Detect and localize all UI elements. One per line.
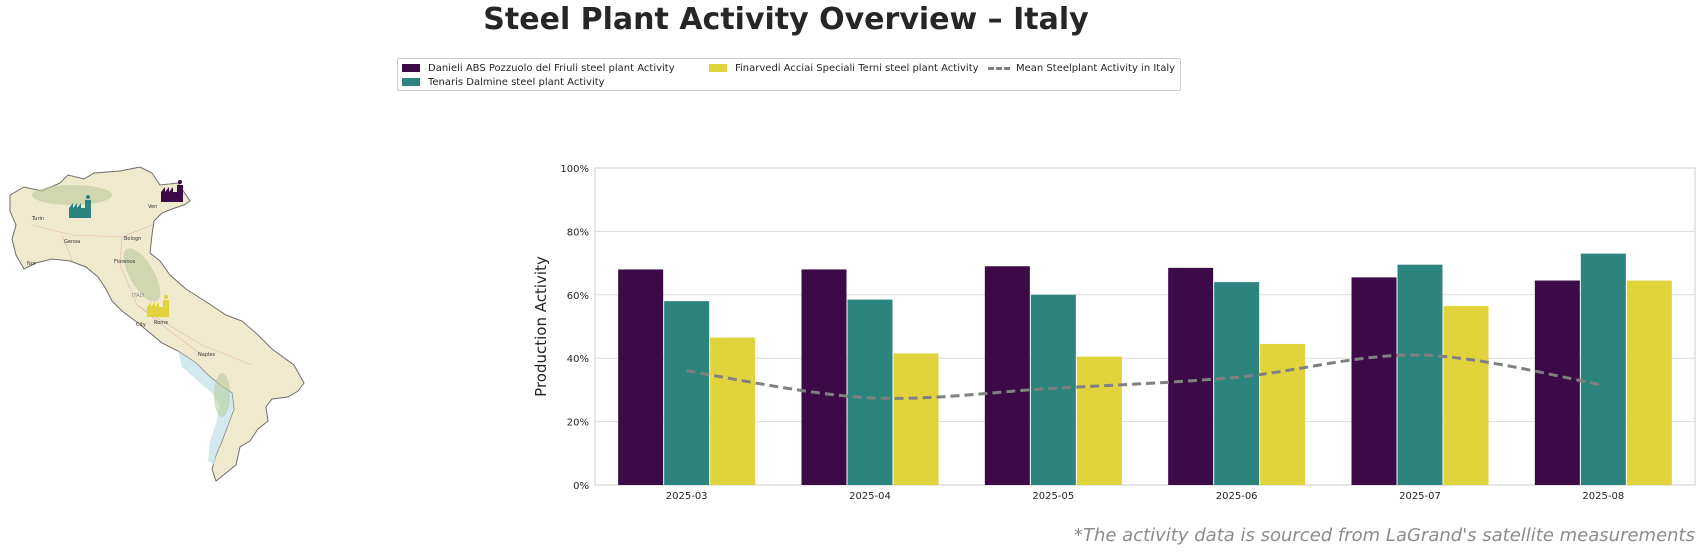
map-roads [31, 224, 253, 366]
legend-label-tenaris: Tenaris Dalmine steel plant Activity [428, 76, 605, 88]
legend-swatch-finarvedi [709, 64, 727, 72]
chart-title: Steel Plant Activity Overview – Italy [483, 2, 1089, 37]
factory-icon-finarvedi-roof [147, 302, 159, 307]
bar-2-2025-06 [1214, 282, 1260, 485]
legend-item-danieli: Danieli ABS Pozzuolo del Friuli steel pl… [402, 61, 675, 75]
factory-icon-finarvedi [147, 295, 169, 317]
factory-icon-finarvedi-smoke [164, 295, 168, 299]
y-tick-label: 100% [560, 164, 589, 175]
factory-icon-tenaris-smoke [86, 195, 90, 199]
map-label-city: City [136, 322, 146, 328]
factory-icon-finarvedi-chimney [163, 300, 169, 317]
bar-3-2025-08 [1626, 280, 1672, 485]
legend-label-mean: Mean Steelplant Activity in Italy [1016, 62, 1176, 74]
bar-2-2025-08 [1580, 253, 1626, 485]
footnote: *The activity data is sourced from LaGra… [1073, 525, 1695, 546]
x-tick-label: 2025-07 [1399, 491, 1441, 502]
chart-svg: Production Activity 0% 20% 40% 60% 80% 100% 20… [532, 164, 1696, 502]
bar-3-2025-04 [893, 353, 939, 485]
bar-3-2025-07 [1443, 305, 1489, 485]
italy-map: Turin Genoa Bologn Florence ITALY Rome C… [2, 165, 312, 485]
bar-1-2025-06 [1168, 267, 1214, 485]
factory-icon-danieli-body [161, 192, 177, 202]
legend-swatch-danieli [402, 64, 420, 72]
factory-icon-danieli [161, 180, 183, 202]
production-activity-chart: Production Activity 0% 20% 40% 60% 80% 100% 20… [530, 160, 1702, 505]
factory-icon-tenaris [69, 195, 91, 218]
plot-frame [594, 167, 1696, 486]
italy-outline [9, 166, 305, 482]
bar-3-2025-03 [710, 337, 756, 485]
y-tick-label: 40% [567, 354, 589, 365]
map-label-italy: ITALY [132, 293, 146, 299]
map-relief-patch [123, 248, 161, 302]
mean-activity-line [686, 353, 1604, 400]
y-tick-label: 0% [573, 481, 589, 492]
bar-1-2025-03 [618, 269, 664, 485]
legend: Danieli ABS Pozzuolo del Friuli steel pl… [397, 58, 1181, 91]
y-tick-label: 20% [567, 418, 589, 429]
factory-icon-danieli-roof [161, 187, 173, 192]
bar-1-2025-05 [984, 266, 1030, 485]
map-road [31, 224, 153, 238]
legend-label-finarvedi: Finarvedi Acciai Speciali Terni steel pl… [735, 62, 979, 74]
factory-icon-tenaris-body [69, 208, 85, 218]
x-tick-label: 2025-04 [849, 491, 891, 502]
map-road [61, 234, 73, 261]
map-road [136, 304, 253, 366]
y-tick-label: 80% [567, 227, 589, 238]
y-axis-label: Production Activity [532, 256, 550, 397]
map-label-florence: Florence [114, 259, 135, 265]
bar-1-2025-08 [1534, 280, 1580, 485]
x-tick-label: 2025-03 [666, 491, 708, 502]
bar-1-2025-07 [1351, 277, 1397, 485]
factory-icon-tenaris-roof [69, 203, 81, 208]
bar-2-2025-07 [1397, 264, 1443, 485]
map-label-nor: Nor [27, 261, 37, 267]
map-relief [32, 185, 230, 417]
map-coast-tint [178, 351, 234, 465]
factory-icon-tenaris-chimney [85, 200, 91, 218]
bar-2-2025-04 [847, 299, 893, 485]
bar-2-2025-03 [664, 301, 710, 485]
legend-dash-mean [988, 66, 1010, 70]
factory-icon-finarvedi-body [147, 307, 163, 317]
y-tick-label: 60% [567, 291, 589, 302]
bar-1-2025-04 [801, 269, 847, 485]
bar-3-2025-05 [1076, 356, 1122, 485]
x-tick-label: 2025-06 [1216, 491, 1258, 502]
map-label-bologna: Bologn [124, 236, 141, 242]
map-label-turin: Turin [31, 216, 44, 222]
map-label-venice: Ven [148, 204, 157, 210]
x-tick-label: 2025-05 [1032, 491, 1074, 502]
map-label-naples: Naples [198, 352, 215, 358]
map-label-genoa: Genoa [64, 239, 80, 245]
bar-3-2025-06 [1260, 343, 1306, 485]
x-tick-label: 2025-08 [1582, 491, 1624, 502]
italy-map-svg: Turin Genoa Bologn Florence ITALY Rome C… [9, 166, 305, 482]
legend-swatch-tenaris [402, 78, 420, 86]
map-relief-patch [32, 185, 112, 205]
legend-item-tenaris: Tenaris Dalmine steel plant Activity [402, 75, 605, 89]
factory-icon-danieli-smoke [178, 180, 182, 184]
legend-item-finarvedi: Finarvedi Acciai Speciali Terni steel pl… [709, 61, 979, 75]
legend-item-mean: Mean Steelplant Activity in Italy [988, 61, 1175, 75]
map-label-rome: Rome [154, 320, 168, 326]
map-relief-patch [214, 373, 230, 417]
factory-icon-danieli-chimney [177, 185, 183, 202]
legend-label-danieli: Danieli ABS Pozzuolo del Friuli steel pl… [428, 62, 675, 74]
